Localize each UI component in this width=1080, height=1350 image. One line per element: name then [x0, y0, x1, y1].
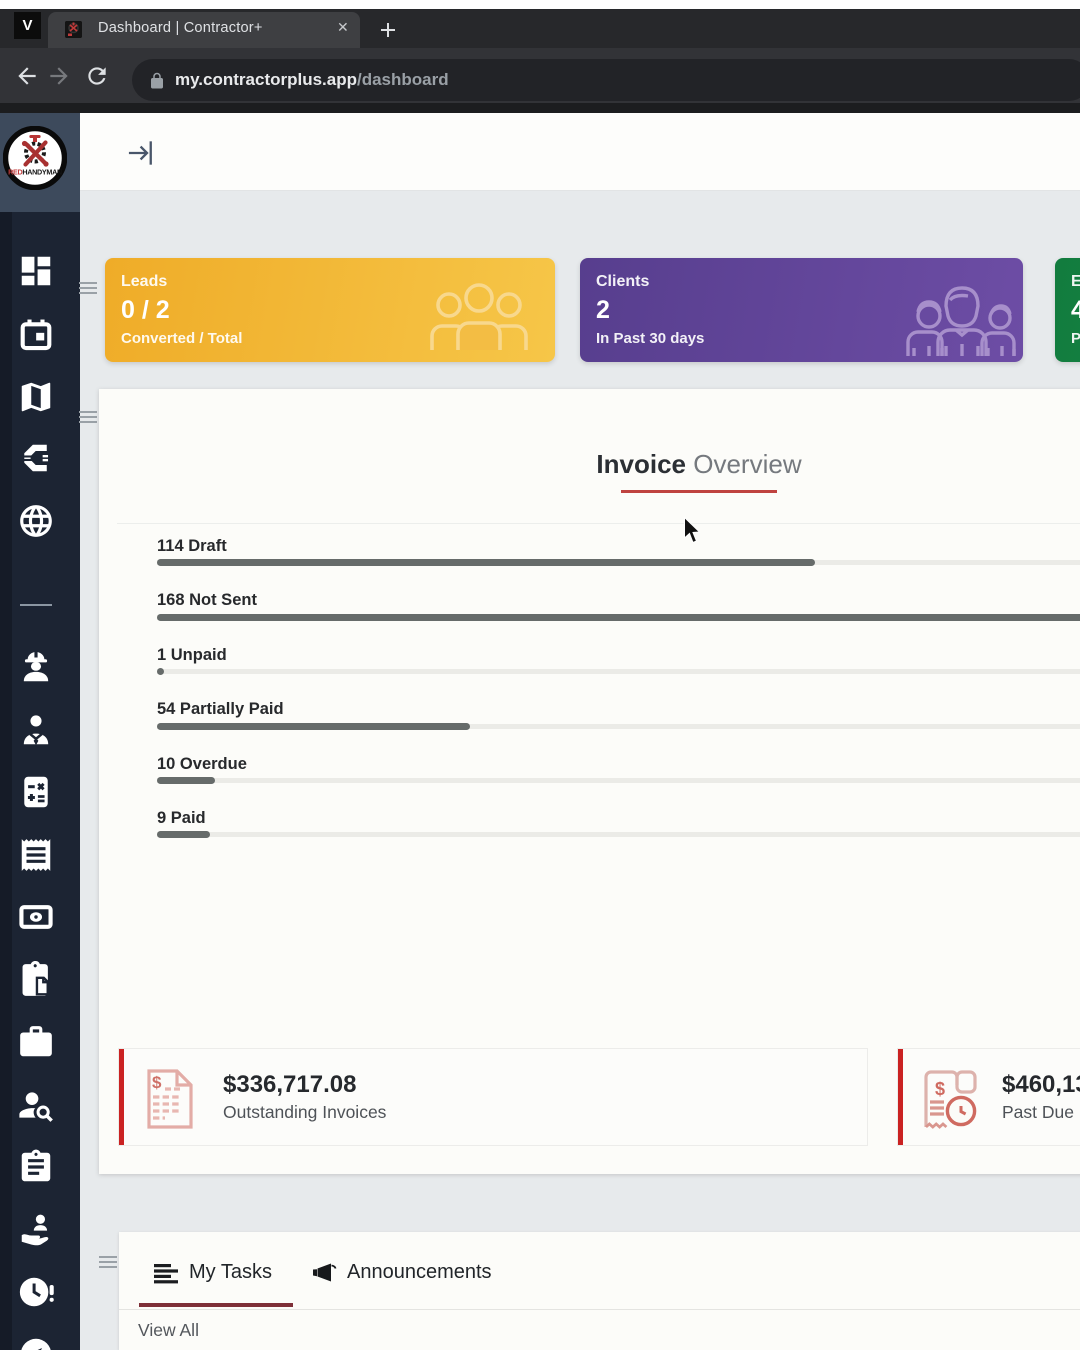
- svg-text:REDHANDYMAN: REDHANDYMAN: [8, 168, 62, 177]
- svg-text:$: $: [935, 1079, 945, 1099]
- svg-text:$: $: [152, 1073, 162, 1092]
